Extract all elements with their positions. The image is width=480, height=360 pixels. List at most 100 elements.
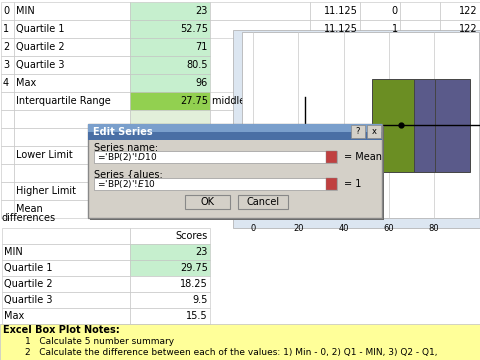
Text: ='BP(2)'!$E$10: ='BP(2)'!$E$10 xyxy=(97,178,156,190)
Text: Quartile 1: Quartile 1 xyxy=(279,114,328,124)
Bar xyxy=(233,30,480,228)
Text: MIN: MIN xyxy=(4,247,23,257)
Bar xyxy=(1,164,14,182)
Bar xyxy=(130,244,210,260)
Bar xyxy=(210,128,330,146)
Text: 2   Calculate the difference between each of the values: 1) Min - 0, 2) Q1 - MIN: 2 Calculate the difference between each … xyxy=(25,347,437,356)
Text: 0: 0 xyxy=(3,6,9,16)
Text: 65.65: 65.65 xyxy=(180,204,208,214)
Text: 27.75: 27.75 xyxy=(180,96,208,106)
Text: 122: 122 xyxy=(459,6,478,16)
Bar xyxy=(440,2,480,20)
Bar xyxy=(130,260,210,276)
Bar xyxy=(130,146,210,164)
Bar xyxy=(400,20,440,38)
Bar xyxy=(2,308,130,324)
Bar xyxy=(1,200,14,218)
Bar xyxy=(130,228,210,244)
Bar xyxy=(130,308,210,324)
Text: 0: 0 xyxy=(251,224,256,233)
Bar xyxy=(94,178,337,190)
Bar xyxy=(1,56,14,74)
Bar xyxy=(1,146,14,164)
Text: 1   Calculate 5 number summary: 1 Calculate 5 number summary xyxy=(25,338,174,346)
Bar xyxy=(14,74,130,92)
Text: 15.5: 15.5 xyxy=(186,311,208,321)
Bar xyxy=(130,38,210,56)
Text: Series {alues:: Series {alues: xyxy=(94,169,163,179)
Bar xyxy=(2,276,130,292)
Bar xyxy=(130,164,210,182)
Text: 9.5: 9.5 xyxy=(192,295,208,305)
Text: 11.125: 11.125 xyxy=(324,6,358,16)
Bar xyxy=(210,92,330,110)
Text: ='BP(2)'!$D$10: ='BP(2)'!$D$10 xyxy=(97,151,157,163)
Text: 80.5: 80.5 xyxy=(187,60,208,70)
Bar xyxy=(210,110,330,128)
Bar xyxy=(185,195,230,209)
Text: Max: Max xyxy=(16,78,36,88)
Text: Excel Box Plot Notes:: Excel Box Plot Notes: xyxy=(3,325,120,335)
Text: 40: 40 xyxy=(338,224,349,233)
Text: Series name:: Series name: xyxy=(94,143,158,153)
Bar xyxy=(2,292,130,308)
Text: 11.125: 11.125 xyxy=(324,24,358,34)
Bar xyxy=(14,56,130,74)
Bar xyxy=(0,324,480,360)
Bar xyxy=(130,182,210,200)
Text: Lower Limit: Lower Limit xyxy=(16,150,73,160)
Bar xyxy=(1,110,14,128)
Bar xyxy=(14,92,130,110)
Text: 2: 2 xyxy=(3,42,9,52)
Bar xyxy=(130,56,210,74)
Bar xyxy=(2,260,130,276)
Bar xyxy=(94,151,337,163)
Bar xyxy=(1,128,14,146)
Bar xyxy=(1,92,14,110)
Bar xyxy=(14,146,130,164)
Bar xyxy=(210,20,310,38)
Text: Cancel: Cancel xyxy=(246,197,279,207)
Text: Quartile 3: Quartile 3 xyxy=(4,295,52,305)
Text: Quartile 3: Quartile 3 xyxy=(16,60,64,70)
Bar xyxy=(360,2,400,20)
Text: = 1: = 1 xyxy=(344,179,361,189)
Bar xyxy=(14,200,130,218)
Bar xyxy=(326,178,337,190)
Bar xyxy=(310,20,360,38)
Bar xyxy=(310,2,360,20)
Bar xyxy=(88,124,382,132)
Text: 122.125: 122.125 xyxy=(168,186,208,196)
Bar xyxy=(14,182,130,200)
Text: Interquartile Range: Interquartile Range xyxy=(16,96,111,106)
Text: MIN: MIN xyxy=(16,6,35,16)
Bar xyxy=(1,38,14,56)
Text: middle 50% of v: middle 50% of v xyxy=(212,96,291,106)
Bar xyxy=(210,2,310,20)
Bar xyxy=(2,244,130,260)
Bar xyxy=(14,110,130,128)
Text: 3: 3 xyxy=(3,60,9,70)
Text: Quartile 1: Quartile 1 xyxy=(16,24,64,34)
Bar xyxy=(14,128,130,146)
Text: Quartile 2: Quartile 2 xyxy=(16,42,65,52)
Text: = Mean: = Mean xyxy=(344,152,382,162)
Text: 0: 0 xyxy=(392,6,398,16)
Bar xyxy=(2,228,130,244)
Bar xyxy=(130,200,210,218)
Bar xyxy=(130,128,210,146)
Bar xyxy=(14,2,130,20)
Bar xyxy=(372,78,414,171)
Text: 18.25: 18.25 xyxy=(180,279,208,289)
Text: 23: 23 xyxy=(196,6,208,16)
Bar xyxy=(88,124,382,140)
Bar xyxy=(130,2,210,20)
Text: Quartile 2: Quartile 2 xyxy=(4,279,53,289)
Bar xyxy=(414,78,435,171)
Text: 1.5*Interqua: 1.5*Interqua xyxy=(266,132,328,142)
Text: 71: 71 xyxy=(196,42,208,52)
Text: x: x xyxy=(372,127,376,136)
Text: Edit Series: Edit Series xyxy=(93,127,153,137)
Bar xyxy=(1,20,14,38)
Bar xyxy=(1,2,14,20)
